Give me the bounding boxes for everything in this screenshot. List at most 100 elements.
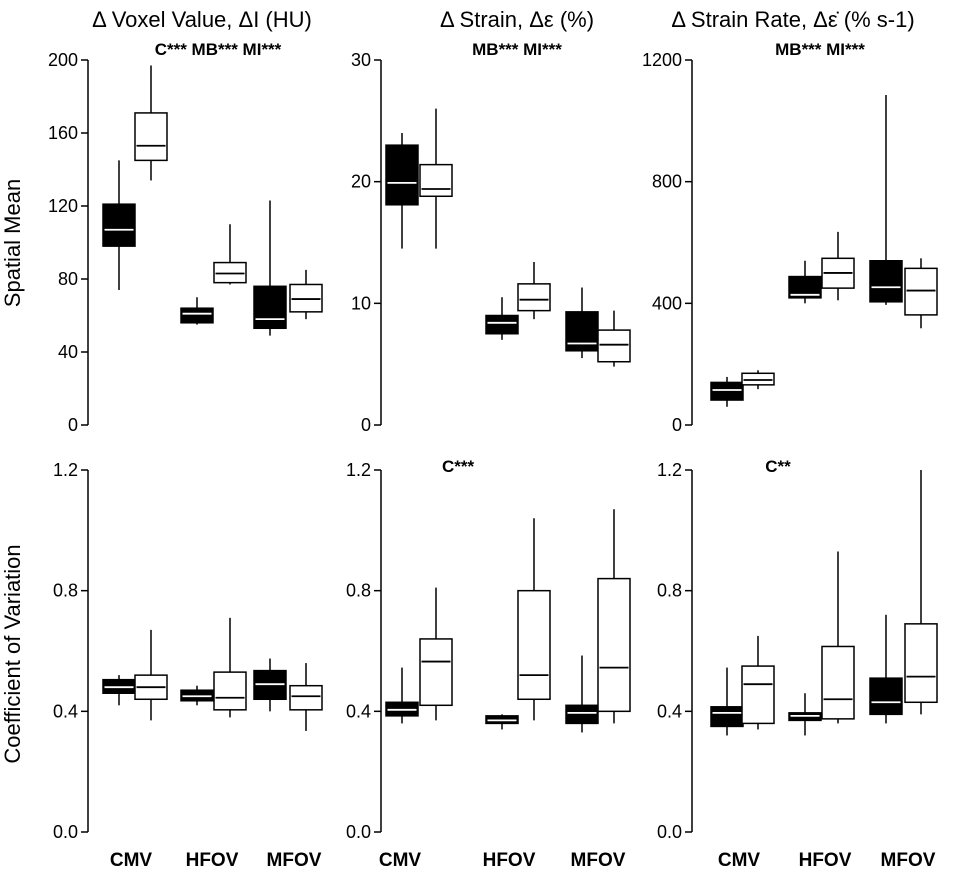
y-tick-label: 0.0 xyxy=(657,822,682,842)
y-tick-label: 30 xyxy=(351,50,371,70)
box-open-mfov xyxy=(289,663,323,731)
box-open-hfov xyxy=(517,261,551,320)
box-body xyxy=(485,314,519,335)
panel-cov-strain-rate: 0.0 0.4 0.8 1.2 C** xyxy=(657,457,938,842)
category-label-mfov: MFOV xyxy=(571,850,626,871)
box-filled-cmv xyxy=(102,160,136,290)
category-label-hfov: HFOV xyxy=(186,850,239,871)
y-tick-label: 1200 xyxy=(642,50,682,70)
y-tick-label: 120 xyxy=(48,196,78,216)
y-tick-label: 1.2 xyxy=(657,460,682,480)
box-filled-cmv xyxy=(385,133,419,249)
box-open-mfov xyxy=(289,269,323,320)
panel-spatial-mean-strain-rate: 0 400 800 1200 MB*** MI*** xyxy=(642,40,938,435)
box-body xyxy=(565,704,599,725)
y-tick-label: 0 xyxy=(361,415,371,435)
box-open-cmv xyxy=(419,108,453,249)
box-open-cmv xyxy=(741,370,775,390)
panel-spatial-mean-voxel-value: 0 40 80 120 160 200 C*** MB*** MI*** xyxy=(48,40,323,435)
significance-annotation: C*** MB*** MI*** xyxy=(155,40,282,59)
panel-cov-voxel-value: 0.0 0.4 0.8 1.2 xyxy=(53,460,323,842)
box-open-cmv xyxy=(134,65,168,181)
box-body xyxy=(289,283,323,313)
y-tick-label: 20 xyxy=(351,172,371,192)
box-body xyxy=(869,260,903,303)
y-tick-label: 200 xyxy=(48,50,78,70)
y-tick-label: 80 xyxy=(58,269,78,289)
box-open-hfov xyxy=(213,617,247,718)
box-filled-mfov xyxy=(253,200,287,336)
column-title-voxel-value: Δ Voxel Value, ΔI (HU) xyxy=(92,7,312,32)
panel-spatial-mean-strain: 0 10 20 30 MB*** MI*** xyxy=(351,40,631,435)
box-filled-hfov xyxy=(788,260,822,304)
significance-annotation: C** xyxy=(765,457,791,476)
box-body xyxy=(821,645,855,720)
box-body xyxy=(517,283,551,312)
category-label-mfov: MFOV xyxy=(881,850,936,871)
box-body xyxy=(741,372,775,386)
y-tick-label: 40 xyxy=(58,342,78,362)
y-tick-label: 0 xyxy=(672,415,682,435)
box-body xyxy=(788,275,822,299)
category-label-mfov: MFOV xyxy=(267,850,322,871)
y-tick-label: 0.8 xyxy=(53,581,78,601)
category-label-hfov: HFOV xyxy=(483,850,536,871)
category-label-hfov: HFOV xyxy=(799,850,852,871)
box-body xyxy=(517,589,551,701)
box-filled-cmv xyxy=(710,376,744,407)
box-body xyxy=(869,677,903,716)
box-body xyxy=(419,638,453,707)
significance-annotation: MB*** MI*** xyxy=(775,40,865,59)
y-tick-label: 800 xyxy=(652,172,682,192)
box-filled-hfov xyxy=(485,297,519,340)
box-body xyxy=(419,163,453,198)
box-open-cmv xyxy=(741,635,775,730)
box-body xyxy=(213,671,247,711)
column-title-strain: Δ Strain, Δε (%) xyxy=(440,7,594,32)
y-tick-label: 0.4 xyxy=(657,701,682,721)
box-body xyxy=(710,381,744,401)
box-body xyxy=(597,329,631,363)
box-open-hfov xyxy=(821,231,855,301)
box-body xyxy=(180,307,214,324)
category-label-cmv: CMV xyxy=(718,850,761,871)
y-tick-label: 0.8 xyxy=(346,581,371,601)
box-open-hfov xyxy=(821,551,855,724)
box-filled-cmv xyxy=(102,675,136,706)
box-filled-cmv xyxy=(385,667,419,724)
box-filled-cmv xyxy=(710,667,744,736)
y-tick-label: 0.8 xyxy=(657,581,682,601)
box-body xyxy=(102,203,136,247)
panels: 0 40 80 120 160 200 C*** MB*** MI*** 0 10 20 30 MB*… xyxy=(48,40,938,842)
category-label-cmv: CMV xyxy=(110,850,153,871)
box-body xyxy=(741,665,775,725)
column-title-strain-rate: Δ Strain Rate, Δε̇ (% s-1) xyxy=(671,7,914,32)
box-open-cmv xyxy=(419,587,453,721)
box-body xyxy=(134,112,168,162)
y-tick-label: 160 xyxy=(48,123,78,143)
y-tick-label: 1.2 xyxy=(346,460,371,480)
y-tick-label: 0.0 xyxy=(53,822,78,842)
box-filled-hfov xyxy=(180,297,214,325)
box-filled-mfov xyxy=(565,287,599,359)
box-open-hfov xyxy=(213,224,247,285)
box-body xyxy=(904,267,938,316)
box-body xyxy=(289,684,323,711)
category-label-cmv: CMV xyxy=(379,850,422,871)
significance-annotation: MB*** MI*** xyxy=(472,40,562,59)
box-body xyxy=(565,311,599,352)
box-filled-mfov xyxy=(565,655,599,733)
box-filled-hfov xyxy=(485,714,519,730)
box-filled-hfov xyxy=(180,685,214,706)
box-body xyxy=(597,577,631,713)
y-tick-label: 1.2 xyxy=(53,460,78,480)
significance-annotation: C*** xyxy=(442,457,475,476)
row-label-coefficient-of-variation: Coefficient of Variation xyxy=(0,544,25,763)
box-filled-hfov xyxy=(788,693,822,736)
box-body xyxy=(904,623,938,704)
box-open-mfov xyxy=(597,509,631,724)
box-filled-mfov xyxy=(253,658,287,712)
box-body xyxy=(213,261,247,284)
box-open-hfov xyxy=(517,518,551,721)
